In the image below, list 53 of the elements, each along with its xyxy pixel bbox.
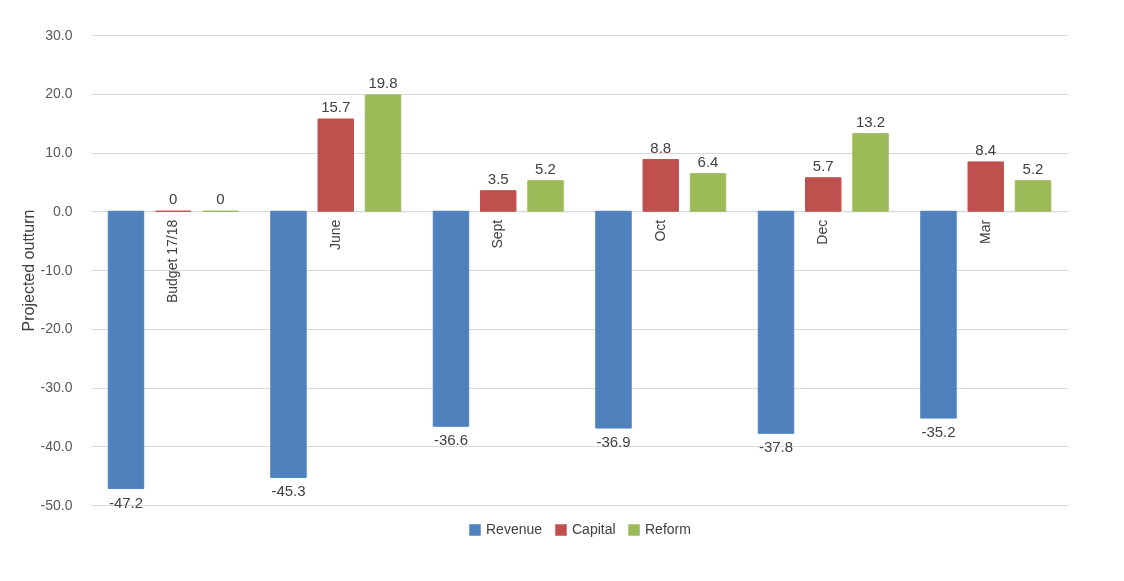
data-label: 5.2 bbox=[1022, 159, 1044, 177]
bar bbox=[642, 159, 679, 212]
y-tick-label: -50.0 bbox=[40, 496, 73, 513]
data-label: 5.7 bbox=[812, 156, 834, 174]
data-label: 0 bbox=[169, 190, 178, 208]
bar bbox=[852, 133, 889, 212]
y-axis-title: Projected outturn bbox=[19, 209, 37, 332]
bar bbox=[920, 210, 957, 419]
bar bbox=[480, 190, 517, 212]
data-label: 0 bbox=[216, 190, 225, 208]
data-label: -35.2 bbox=[921, 423, 956, 441]
x-tick-label: June bbox=[326, 219, 343, 251]
data-label: 8.8 bbox=[650, 138, 672, 156]
x-tick-label: Oct bbox=[651, 219, 668, 242]
bar bbox=[967, 161, 1004, 212]
bar bbox=[595, 210, 632, 429]
x-tick-label: Dec bbox=[814, 219, 831, 245]
y-tick-label: 30.0 bbox=[45, 26, 73, 43]
data-label: 19.8 bbox=[368, 73, 398, 91]
data-label: 3.5 bbox=[487, 169, 509, 187]
data-label: -45.3 bbox=[271, 482, 306, 500]
bar bbox=[107, 210, 145, 490]
bar bbox=[805, 177, 842, 212]
bar bbox=[432, 210, 470, 427]
data-label: -37.8 bbox=[758, 438, 794, 456]
legend-label: Revenue bbox=[486, 521, 543, 537]
y-tick-label: 0.0 bbox=[53, 202, 73, 219]
y-tick-label: -20.0 bbox=[40, 320, 73, 337]
bar bbox=[364, 94, 402, 212]
data-label: 6.4 bbox=[697, 152, 719, 170]
bar bbox=[689, 173, 727, 212]
bar bbox=[757, 210, 795, 434]
data-label: -47.2 bbox=[108, 493, 144, 511]
y-tick-label: 10.0 bbox=[45, 144, 73, 160]
y-tick-label: -10.0 bbox=[40, 261, 73, 278]
bar bbox=[1014, 180, 1052, 212]
bar bbox=[317, 118, 354, 212]
bar bbox=[270, 210, 307, 478]
y-tick-label: -40.0 bbox=[40, 437, 73, 454]
data-label: 8.4 bbox=[975, 140, 997, 158]
bar bbox=[527, 180, 564, 212]
x-tick-label: Mar bbox=[976, 219, 993, 244]
x-tick-label: Budget 17/18 bbox=[164, 219, 181, 304]
x-tick-label: Sept bbox=[489, 219, 506, 249]
y-tick-label: -30.0 bbox=[40, 379, 73, 395]
data-label: -36.9 bbox=[596, 433, 631, 451]
y-tick-label: 20.0 bbox=[45, 85, 73, 102]
data-label: 5.2 bbox=[535, 159, 556, 177]
legend-label: Reform bbox=[645, 521, 691, 537]
data-label: 15.7 bbox=[321, 98, 351, 116]
data-label: -36.6 bbox=[433, 431, 469, 449]
legend-label: Capital bbox=[572, 521, 616, 537]
data-label: 13.2 bbox=[855, 112, 886, 130]
